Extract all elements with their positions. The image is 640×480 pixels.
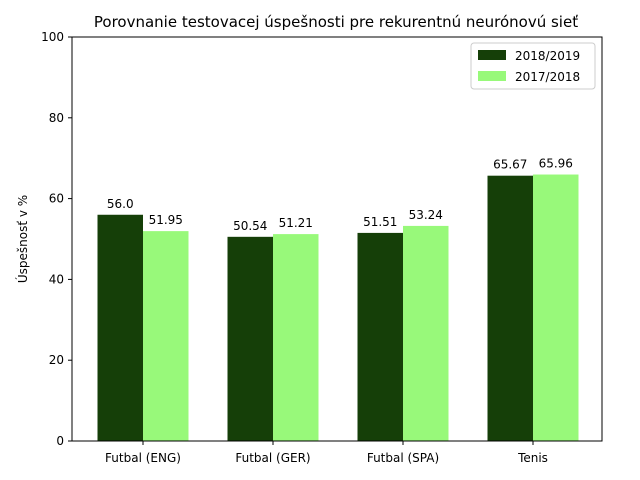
y-tick-label: 40 [49,272,64,286]
bar [97,214,143,441]
y-tick-label: 60 [49,192,64,206]
y-tick-label: 0 [56,434,64,448]
bar [227,236,273,441]
bar-value-label: 51.21 [279,216,313,230]
legend-label: 2018/2019 [515,49,580,63]
y-tick-label: 80 [49,111,64,125]
bar-value-label: 53.24 [409,208,443,222]
bar [357,232,403,441]
chart-title: Porovnanie testovacej úspešnosti pre rek… [94,13,578,31]
bar [403,225,449,441]
x-tick-label: Futbal (SPA) [367,451,439,465]
bar-value-label: 51.51 [363,215,397,229]
y-axis-label: Úspešnosť v % [15,195,30,283]
bar [533,174,579,441]
legend: 2018/2019 2017/2018 [470,42,596,90]
bar-value-label: 65.96 [539,157,573,171]
x-axis: Futbal (ENG) Futbal (GER) Futbal (SPA) Teni… [105,441,548,465]
x-tick-label: Tenis [517,451,548,465]
y-tick-label: 100 [41,30,64,44]
bar-value-label: 50.54 [233,219,267,233]
chart-marks: 56.0 51.95 50.54 51.21 51.51 53.24 65.67 65.96 [97,157,579,441]
legend-swatch [478,50,506,60]
x-tick-label: Futbal (ENG) [105,451,181,465]
bar-value-label: 56.0 [107,197,134,211]
plot-frame [71,36,603,442]
bar [273,234,319,441]
legend-swatch [478,71,506,81]
y-axis: 0 20 40 60 80 100 [41,30,72,448]
bar-value-label: 65.67 [493,158,527,172]
legend-label: 2017/2018 [515,70,580,84]
bar [487,175,533,441]
bar-value-label: 51.95 [149,213,183,227]
bar [143,231,189,441]
y-tick-label: 20 [49,353,64,367]
x-tick-label: Futbal (GER) [235,451,310,465]
